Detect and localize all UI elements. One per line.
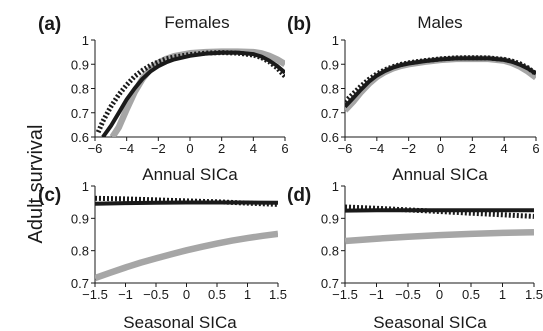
panel-d-label: (d) <box>287 185 311 206</box>
panel-c-plot-area <box>94 186 278 284</box>
panel-b-x-tick-label: 2 <box>469 141 476 156</box>
panel-c-x-axis-label: Seasonal SICa <box>123 313 237 331</box>
panel-b-y-ticks: 0.6 0.7 0.8 0.9 1 <box>321 33 345 145</box>
panel-a-x-tick-label: −2 <box>151 141 166 156</box>
panel-c-x-tick-label: −1 <box>118 287 133 302</box>
panel-a-x-tick-label: 2 <box>218 141 225 156</box>
panel-b-y-tick-label: 0.6 <box>321 130 339 145</box>
panel-c-y-ticks: 0.7 0.8 0.9 1 <box>71 179 95 291</box>
panel-d-x-axis-label: Seasonal SICa <box>373 313 487 331</box>
panel-b: (b) Males Annual SICa −6 −4 −2 0 2 4 6 0.60.70… <box>287 13 540 184</box>
panel-b-x-tick-label: −6 <box>338 141 353 156</box>
panel-c-x-ticks: −1.5 −1 −0.5 0 0.5 1 1.5 <box>82 283 287 302</box>
panel-a-x-tick-label: 0 <box>186 141 193 156</box>
panel-a-y-tick-label: 1 <box>82 33 89 48</box>
panel-c-series-line-gray-thick <box>95 230 278 282</box>
panel-a-plot-area <box>94 40 285 138</box>
panel-d-x-tick-label: 1 <box>499 287 506 302</box>
panel-d-x-tick-label: 0.5 <box>462 287 480 302</box>
panel-b-x-tick-label: −2 <box>401 141 416 156</box>
panel-c-x-tick-label: 0 <box>183 287 190 302</box>
panel-a-label: (a) <box>38 14 61 35</box>
panel-a-y-tick-label: 0.7 <box>71 106 89 121</box>
panel-d-y-ticks: 0.7 0.8 0.9 1 <box>321 179 345 291</box>
panel-b-series-line-gray-thick <box>345 55 536 113</box>
panel-a-x-tick-label: 4 <box>250 141 257 156</box>
panel-d-x-tick-label: −0.5 <box>395 287 421 302</box>
panel-d-x-tick-label: −1.5 <box>332 287 358 302</box>
panel-a-series-line-black-dotted <box>95 50 285 134</box>
panel-d-plot-area <box>344 186 534 284</box>
panel-a-x-ticks: −6 −4 −2 0 2 4 6 <box>88 137 289 156</box>
shared-y-axis-label: Adult survival <box>25 125 47 244</box>
panel-b-x-axis-label: Annual SICa <box>392 165 488 184</box>
panel-c-x-tick-label: 0.5 <box>208 287 226 302</box>
panel-a-y-tick-label: 0.6 <box>71 130 89 145</box>
panel-b-series-line-black-dotted <box>345 55 536 104</box>
panel-b-x-tick-label: 0 <box>437 141 444 156</box>
panel-b-x-tick-label: 4 <box>501 141 508 156</box>
panel-d-x-tick-label: 1.5 <box>525 287 543 302</box>
panel-d: (d) Seasonal SICa −1.5 −1 −0.5 0 0.5 1 1.5 0.7… <box>287 179 543 331</box>
panel-b-x-ticks: −6 −4 −2 0 2 4 6 <box>338 137 540 156</box>
panel-d-y-tick-label: 0.7 <box>321 276 339 291</box>
panel-d-y-tick-label: 0.9 <box>321 211 339 226</box>
panel-a-y-tick-label: 0.9 <box>71 57 89 72</box>
panel-b-plot-area <box>344 40 536 138</box>
panel-d-series-line-gray-thick <box>345 228 534 245</box>
panel-a-x-tick-label: −4 <box>119 141 134 156</box>
panel-d-x-ticks: −1.5 −1 −0.5 0 0.5 1 1.5 <box>332 283 543 302</box>
panel-d-x-tick-label: 0 <box>436 287 443 302</box>
panel-c-y-tick-label: 0.9 <box>71 211 89 226</box>
panel-a-series-line-black-solid <box>101 50 285 137</box>
panel-d-series-line-black-dotted <box>345 204 534 219</box>
panel-b-x-tick-label: −4 <box>369 141 384 156</box>
panel-a-x-tick-label: 6 <box>281 141 288 156</box>
panel-b-x-tick-label: 6 <box>532 141 539 156</box>
panel-a-x-axis-label: Annual SICa <box>142 165 238 184</box>
panel-b-y-tick-label: 0.9 <box>321 57 339 72</box>
panel-b-y-tick-label: 0.8 <box>321 82 339 97</box>
panel-b-y-tick-label: 1 <box>332 33 339 48</box>
panel-a-title: Females <box>164 13 229 32</box>
panel-c-series-line-black-solid <box>95 200 278 206</box>
panel-a-x-tick-label: −6 <box>88 141 103 156</box>
panel-d-x-tick-label: −1 <box>369 287 384 302</box>
panel-c-series-line-black-dotted <box>95 195 278 207</box>
panel-b-y-tick-label: 0.7 <box>321 106 339 121</box>
panel-c-y-tick-label: 1 <box>82 179 89 194</box>
panel-c-x-tick-label: −0.5 <box>143 287 169 302</box>
panel-a: (a) Females Annual SICa −6 −4 −2 0 2 4 6 0.60.… <box>38 13 289 184</box>
panel-c: (c) Seasonal SICa −1.5 −1 −0.5 0 0.5 1 1.5 0.7… <box>38 179 287 331</box>
panel-b-label: (b) <box>287 14 311 35</box>
panel-c-y-tick-label: 0.7 <box>71 276 89 291</box>
panel-c-label: (c) <box>38 185 61 206</box>
panel-c-x-tick-label: −1.5 <box>82 287 108 302</box>
panel-a-y-tick-label: 0.8 <box>71 82 89 97</box>
panel-a-series-line-gray-thick <box>109 48 285 137</box>
panel-c-x-tick-label: 1 <box>244 287 251 302</box>
panel-b-title: Males <box>417 13 462 32</box>
panel-c-y-tick-label: 0.8 <box>71 244 89 259</box>
panel-a-y-ticks: 0.6 0.7 0.8 0.9 1 <box>71 33 95 145</box>
panel-d-y-tick-label: 0.8 <box>321 244 339 259</box>
panel-d-y-tick-label: 1 <box>332 179 339 194</box>
panel-c-x-tick-label: 1.5 <box>269 287 287 302</box>
